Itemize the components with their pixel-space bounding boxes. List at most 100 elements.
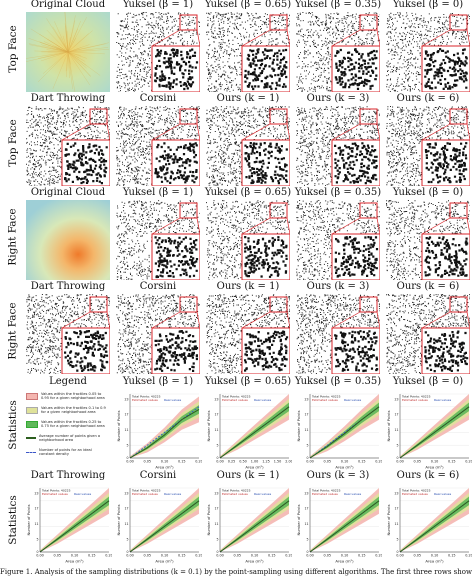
y-axis-label: Number of Points — [117, 410, 121, 441]
x-axis-label: Area (m²) — [65, 559, 84, 564]
point-cloud-tile — [296, 12, 380, 92]
y-axis-label: Number of Points — [297, 410, 301, 441]
x-tick-label: 0.05 — [143, 460, 151, 464]
y-tick-label: 23 — [304, 491, 308, 495]
statistics-chart-svg: 0.00 0.05 0.10 0.15 0.20 0 5 11 17 23 Area (m²) Num… — [297, 393, 383, 470]
estimated-values-label: Estimated values — [402, 492, 428, 496]
band-fractile-10-90 — [400, 492, 469, 552]
axis-frame — [219, 394, 289, 459]
mean-points-line — [219, 406, 290, 459]
panel-caption: Ours (k = 6) — [396, 281, 460, 292]
y-tick-label: 23 — [394, 491, 398, 495]
band-fractile-05-95 — [400, 394, 469, 458]
legend-item: Values within the fractiles 0.25 to 0.75… — [26, 417, 108, 431]
band-fractile-25-75 — [130, 405, 199, 458]
point-cloud-tile — [26, 12, 110, 92]
point-cloud-tile — [116, 12, 200, 92]
x-tick-label: 0.15 — [268, 554, 276, 558]
y-tick-label: 0 — [126, 456, 128, 460]
x-tick-label: 0.00 — [216, 460, 224, 464]
y-tick-label: 5 — [126, 443, 128, 447]
estimated-values-label: Estimated values — [42, 492, 68, 496]
panel-caption: Ours (k = 3) — [306, 93, 370, 104]
y-tick-label: 17 — [304, 507, 308, 511]
y-axis-label: Number of Points — [297, 504, 301, 535]
row-label-top-face-2: Top Face — [7, 119, 19, 167]
band-fractile-25-75 — [400, 496, 469, 552]
total-points-label: Total Points: 40225 — [221, 395, 251, 399]
x-tick-label: 0.05 — [143, 554, 151, 558]
row-label-statistics-2: Statistics — [7, 495, 19, 545]
y-tick-label: 11 — [124, 522, 128, 526]
point-cloud-tile — [206, 200, 290, 280]
y-tick-label: 11 — [214, 428, 218, 432]
point-cloud-tile — [386, 12, 470, 92]
band-fractile-25-75 — [310, 496, 379, 552]
x-tick-label: 0.20 — [465, 554, 472, 558]
point-cloud-tile — [26, 294, 110, 374]
x-tick-label: 0.05 — [233, 554, 241, 558]
band-fractile-10-90 — [220, 492, 289, 552]
y-tick-label: 23 — [304, 397, 308, 401]
y-tick-label: 23 — [394, 397, 398, 401]
axis-frame — [309, 394, 379, 459]
panel-caption: Yuksel (β = 0) — [392, 376, 464, 387]
x-tick-label: 0.15 — [178, 554, 186, 558]
legend-line-icon — [26, 437, 36, 439]
x-tick-label: 0.20 — [285, 554, 292, 558]
y-tick-label: 23 — [124, 491, 128, 495]
panel-caption: Ours (k = 3) — [306, 281, 370, 292]
real-values-label: Real values — [164, 492, 182, 496]
x-tick-label: 0.15 — [358, 460, 366, 464]
statistics-chart-svg: 0.00 0.05 0.10 0.15 0.20 0 5 11 17 23 Area (m²) Num… — [387, 393, 473, 470]
x-axis-label: Area (m²) — [335, 559, 354, 564]
legend-item: Average number of points given a neighbo… — [26, 431, 108, 445]
estimated-values-label: Estimated values — [132, 492, 158, 496]
y-axis-label: Number of Points — [207, 504, 211, 535]
x-tick-label: 0.10 — [431, 554, 439, 558]
panel-caption: Yuksel (β = 1) — [122, 187, 194, 198]
statistics-chart: 0.00 0.05 0.10 0.15 0.20 0 5 11 17 23 Area (m²) Num… — [206, 482, 293, 564]
band-fractile-10-90 — [40, 492, 109, 552]
x-tick-label: 0.00 — [396, 554, 404, 558]
y-tick-label: 23 — [34, 491, 38, 495]
panel-caption: Yuksel (β = 0.35) — [294, 187, 382, 198]
axis-frame — [219, 488, 289, 553]
point-cloud-tile — [206, 12, 290, 92]
mean-points-line — [129, 500, 200, 553]
band-fractile-05-95 — [220, 488, 289, 552]
legend: Values within the fractiles 0.05 to 0.95… — [26, 389, 108, 465]
real-values-label: Real values — [434, 492, 452, 496]
total-points-label: Total Points: 40225 — [401, 489, 431, 493]
panel-caption: Yuksel (β = 0.65) — [204, 0, 292, 10]
x-tick-label: 1.00 — [251, 460, 259, 464]
point-cloud-tile — [386, 106, 470, 186]
point-cloud-tile — [26, 200, 110, 280]
panel-caption: Yuksel (β = 0.65) — [204, 187, 292, 198]
total-points-label: Total Points: 40225 — [311, 489, 341, 493]
legend-swatch-icon — [26, 392, 38, 400]
point-cloud-tile — [386, 294, 470, 374]
statistics-chart-svg: 0.00 0.05 0.10 0.15 0.20 0 5 11 17 23 Area (m²) Num… — [297, 487, 383, 564]
legend-label: Number of points for an ideal constant d… — [39, 448, 92, 456]
y-tick-label: 23 — [214, 491, 218, 495]
y-tick-label: 11 — [304, 522, 308, 526]
mean-points-line — [129, 408, 200, 459]
y-tick-label: 17 — [214, 413, 218, 417]
band-fractile-05-95 — [130, 488, 199, 552]
panel-caption: Yuksel (β = 0.65) — [204, 376, 292, 387]
panel-caption: Corsini — [139, 281, 177, 292]
estimated-values-label: Estimated values — [222, 492, 248, 496]
x-tick-label: 0.00 — [36, 554, 44, 558]
band-fractile-05-95 — [310, 488, 379, 552]
estimated-values-label: Estimated values — [312, 398, 338, 402]
statistics-chart-svg: 0.00 0.05 0.10 0.15 0.20 0 5 11 17 23 Area (m²) Num… — [27, 487, 113, 564]
legend-dashed-line-icon — [26, 451, 36, 453]
panel-caption: Dart Throwing — [30, 281, 106, 292]
x-axis-label: Area (m²) — [155, 559, 174, 564]
y-axis-label: Number of Points — [27, 504, 31, 535]
band-fractile-10-90 — [400, 398, 469, 458]
point-cloud-tile — [26, 106, 110, 186]
y-axis-label: Number of Points — [117, 504, 121, 535]
legend-label: Average number of points given a neighbo… — [39, 434, 101, 442]
